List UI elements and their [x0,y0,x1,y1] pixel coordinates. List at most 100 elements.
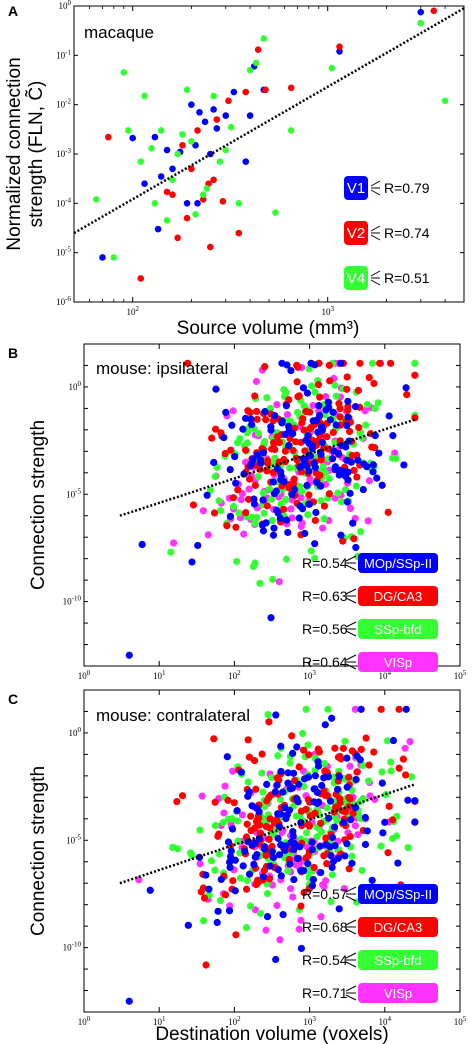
data-point-v1 [285,422,293,430]
data-point-v1 [287,366,295,375]
data-point-v1 [277,476,285,484]
data-point-v1 [210,458,218,467]
y-tick-label: 10-6 [56,295,71,307]
data-point-v1 [402,384,410,392]
legend-arrow [345,564,357,571]
data-point-v1 [302,462,311,470]
data-point-v1 [257,456,265,464]
data-point-v1 [242,414,250,422]
data-point-v4 [179,131,186,138]
data-point-v1 [308,838,316,846]
data-point-v4 [317,497,325,505]
data-point-v2 [317,819,325,827]
data-point-v4 [332,392,340,400]
data-point-v1 [348,859,356,867]
x-tick-label: 102 [228,1015,241,1027]
data-point-v4 [234,439,242,447]
data-point-v2 [219,197,227,205]
data-point-v1 [226,863,234,872]
data-point-v2 [343,373,351,381]
data-point-v4 [259,788,267,796]
data-point-visp [169,539,178,547]
data-point-v1 [255,808,263,816]
y-tick-label: 10-10 [63,941,82,953]
data-point-v2 [316,393,324,401]
data-point-v2 [293,378,301,386]
data-point-visp [229,407,237,415]
legend-badge [358,553,438,573]
x-tick-label: 101 [153,669,166,681]
data-point-v1 [293,854,302,863]
data-point-v1 [192,142,199,149]
data-point-v1 [315,798,323,806]
data-point-v4 [234,837,242,845]
data-point-v1 [347,816,355,824]
data-point-visp [237,496,245,504]
data-point-v1 [313,416,321,425]
data-point-visp [268,881,277,889]
y-tick-label: 100 [59,0,72,11]
legend: R=0.57 MOp/SSp-II R=0.68 DG/CA3 R=0.54 SSp-bf… [302,884,438,1003]
data-point-v1 [125,997,133,1005]
data-point-v2 [302,805,310,813]
data-point-v4 [320,515,328,523]
data-point-v2 [275,438,284,447]
data-point-v1 [378,779,386,787]
data-point-v4 [227,123,235,131]
data-point-v1 [270,489,279,498]
data-point-v1 [318,781,326,790]
data-point-v1 [351,804,360,812]
data-point-v4 [299,729,307,738]
legend-badge [358,950,438,970]
data-point-v4 [242,924,251,932]
legend-item-visp: R=0.71 VISp [302,983,438,1003]
data-point-v4 [235,200,243,207]
data-point-v2 [280,455,288,464]
data-point-visp [364,517,372,525]
data-point-v2 [377,705,385,713]
data-point-v4 [92,196,100,203]
data-point-v2 [293,361,301,369]
data-point-v2 [326,377,334,385]
data-point-v1 [353,752,361,760]
data-point-v1 [138,540,146,549]
data-point-v1 [268,848,276,856]
data-point-visp [319,524,327,532]
data-point-v1 [194,200,201,207]
y-axis-title: Connection strength [28,766,49,936]
data-point-v1 [340,818,348,827]
data-point-visp [276,936,284,944]
data-point-v4 [252,59,260,67]
x-tick-label: 104 [379,1015,392,1027]
data-point-v4 [265,485,274,493]
x-tick-label: 100 [78,1015,91,1027]
legend-badge-label: MOp/SSp-II [364,887,432,902]
data-point-v1 [284,528,292,537]
x-axis-title: Source volume (mm³) [177,318,360,339]
data-point-v1 [304,859,312,868]
data-point-v2 [243,820,251,828]
data-point-v1 [400,461,408,469]
data-point-v4 [125,127,132,134]
data-point-v1 [385,412,393,420]
data-point-v2 [242,508,250,517]
legend-arrow [370,270,381,277]
data-point-v2 [305,751,313,759]
data-point-v1 [125,651,133,659]
data-point-visp [196,860,204,868]
data-point-v1 [312,508,320,517]
data-point-v2 [314,745,322,753]
data-point-v1 [188,101,195,108]
data-point-v4 [392,454,400,463]
data-point-v4 [157,127,165,134]
data-point-v1 [270,524,278,532]
legend-badge [358,586,438,606]
data-point-v2 [232,523,240,531]
legend-arrow [345,961,357,968]
data-point-v4 [334,489,342,497]
data-point-v4 [319,462,327,471]
data-point-v1 [267,426,275,434]
data-point-v1 [309,876,318,884]
data-point-v1 [241,847,249,855]
data-point-v2 [263,502,271,510]
